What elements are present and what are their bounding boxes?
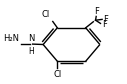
Text: Cl: Cl — [53, 70, 61, 79]
Text: Cl: Cl — [41, 10, 49, 19]
Text: H₂N: H₂N — [3, 34, 19, 43]
Text: F: F — [94, 7, 99, 16]
Text: H: H — [29, 47, 34, 56]
Text: N: N — [28, 34, 35, 43]
Text: F: F — [102, 20, 107, 29]
Text: F: F — [104, 15, 108, 24]
